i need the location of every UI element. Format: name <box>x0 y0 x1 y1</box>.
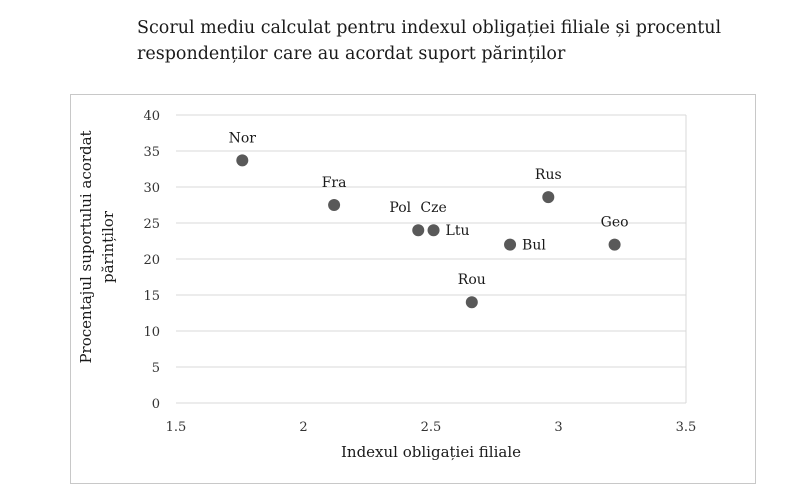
y-tick-label: 30 <box>143 181 160 196</box>
gridlines <box>176 114 687 404</box>
y-tick-labels: 0 5 10 15 20 25 30 35 40 <box>143 109 160 412</box>
y-tick-label: 0 <box>152 397 160 412</box>
y-tick-label: 35 <box>143 145 160 160</box>
data-point <box>236 154 249 167</box>
x-tick-label: 2 <box>299 420 307 435</box>
x-tick-label: 2.5 <box>421 420 442 435</box>
y-axis-title-line-2: părinților <box>99 210 117 283</box>
data-point <box>427 224 440 237</box>
data-point <box>328 199 341 211</box>
y-tick-label: 25 <box>143 217 160 232</box>
point-label: Nor <box>229 130 257 146</box>
chart-title-line-1: Scorul mediu calculat pentru indexul obl… <box>137 18 722 38</box>
y-tick-label: 10 <box>143 325 160 340</box>
data-point <box>412 224 425 237</box>
y-tick-label: 15 <box>143 289 160 304</box>
x-tick-label: 3 <box>554 420 562 435</box>
point-label: Rou <box>458 272 486 288</box>
point-label: Geo <box>601 215 629 231</box>
point-label: Cze <box>420 200 446 216</box>
data-point <box>465 296 478 309</box>
data-points <box>236 154 621 309</box>
x-tick-label: 3.5 <box>676 420 697 435</box>
chart-title-line-2: respondenților care au acordat suport pă… <box>137 44 566 64</box>
y-tick-label: 5 <box>152 361 160 376</box>
point-label: Fra <box>322 175 347 191</box>
data-point <box>504 238 517 251</box>
x-tick-labels: 1.5 2 2.5 3 3.5 <box>166 420 697 435</box>
point-label: Pol <box>389 200 411 216</box>
chart-title: Scorul mediu calculat pentru indexul obl… <box>137 15 777 67</box>
y-axis-title-line-1: Procentajul suportului acordat <box>77 130 95 363</box>
x-axis-title: Indexul obligației filiale <box>341 443 521 461</box>
point-label: Ltu <box>446 223 470 239</box>
point-label: Rus <box>535 167 562 183</box>
y-tick-label: 20 <box>143 253 160 268</box>
point-label: Bul <box>522 238 546 254</box>
x-tick-label: 1.5 <box>166 420 187 435</box>
data-point <box>608 238 621 251</box>
y-tick-label: 40 <box>143 109 160 124</box>
data-point <box>542 191 555 204</box>
